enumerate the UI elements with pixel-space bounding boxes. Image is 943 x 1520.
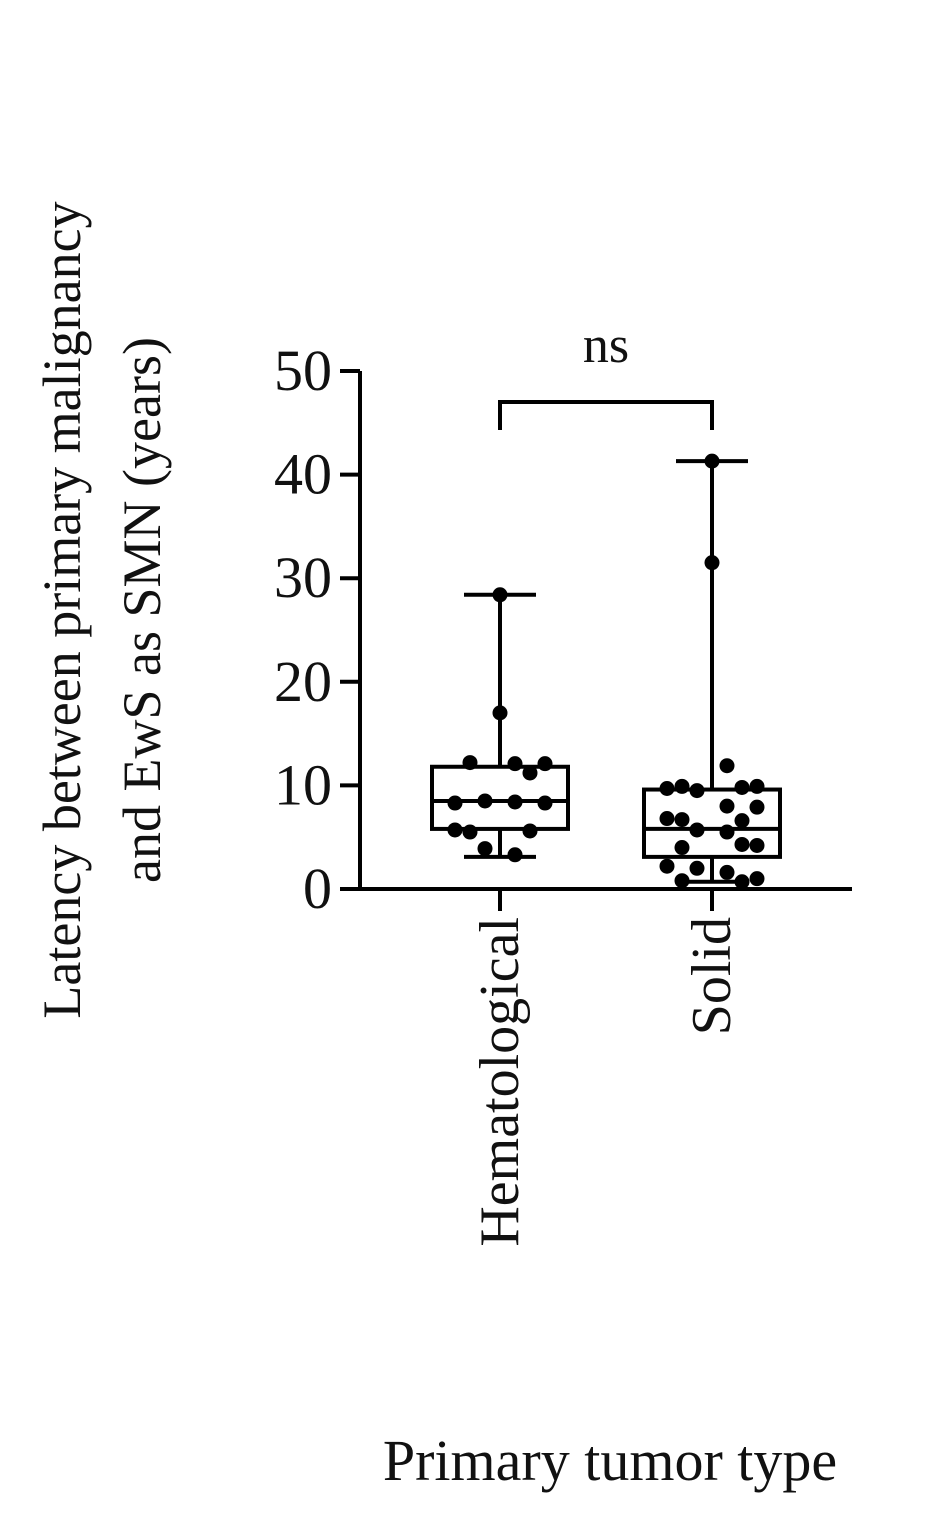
box xyxy=(430,764,570,831)
y-axis-label: and EwS as SMN (years) xyxy=(112,337,172,883)
data-point xyxy=(674,778,690,794)
data-point xyxy=(704,555,720,571)
data-point xyxy=(689,822,705,838)
data-point xyxy=(734,813,750,829)
x-axis-label: Primary tumor type xyxy=(383,1428,837,1493)
data-point xyxy=(477,793,493,809)
data-point xyxy=(689,860,705,876)
data-point xyxy=(674,840,690,856)
y-tick-label: 30 xyxy=(274,545,332,610)
data-point xyxy=(522,823,538,839)
data-point xyxy=(659,781,675,797)
data-point xyxy=(507,756,523,772)
data-point xyxy=(522,765,538,781)
data-point xyxy=(749,778,765,794)
significance-bracket xyxy=(498,400,714,430)
data-point xyxy=(462,755,478,771)
data-point xyxy=(462,824,478,840)
data-point xyxy=(447,822,463,838)
data-point xyxy=(674,873,690,889)
data-point xyxy=(734,836,750,852)
data-point xyxy=(674,812,690,828)
data-point xyxy=(659,811,675,827)
y-tick-label: 50 xyxy=(274,338,332,403)
x-tick-label: Hematological xyxy=(469,917,531,1247)
data-point xyxy=(507,794,523,810)
y-tick-label: 20 xyxy=(274,649,332,714)
data-point xyxy=(734,874,750,890)
data-point xyxy=(537,756,553,772)
data-point xyxy=(492,587,508,603)
y-tick-label: 0 xyxy=(303,856,332,921)
data-point xyxy=(537,795,553,811)
y-tick-label: 40 xyxy=(274,442,332,507)
data-point xyxy=(689,783,705,799)
data-point xyxy=(749,871,765,887)
y-tick-label: 10 xyxy=(274,752,332,817)
data-point xyxy=(719,758,735,774)
data-point xyxy=(719,824,735,840)
data-point xyxy=(719,798,735,814)
y-axis-label: Latency between primary malignancy xyxy=(32,201,92,1018)
data-point xyxy=(492,705,508,721)
data-point xyxy=(749,837,765,853)
data-point xyxy=(704,453,720,469)
x-tick-label: Solid xyxy=(681,917,743,1035)
data-point xyxy=(477,841,493,857)
data-point xyxy=(447,795,463,811)
box xyxy=(642,787,782,859)
data-point xyxy=(734,779,750,795)
data-point xyxy=(659,858,675,874)
data-point xyxy=(719,864,735,880)
significance-label: ns xyxy=(583,317,629,374)
data-point xyxy=(507,847,523,863)
data-point xyxy=(749,799,765,815)
